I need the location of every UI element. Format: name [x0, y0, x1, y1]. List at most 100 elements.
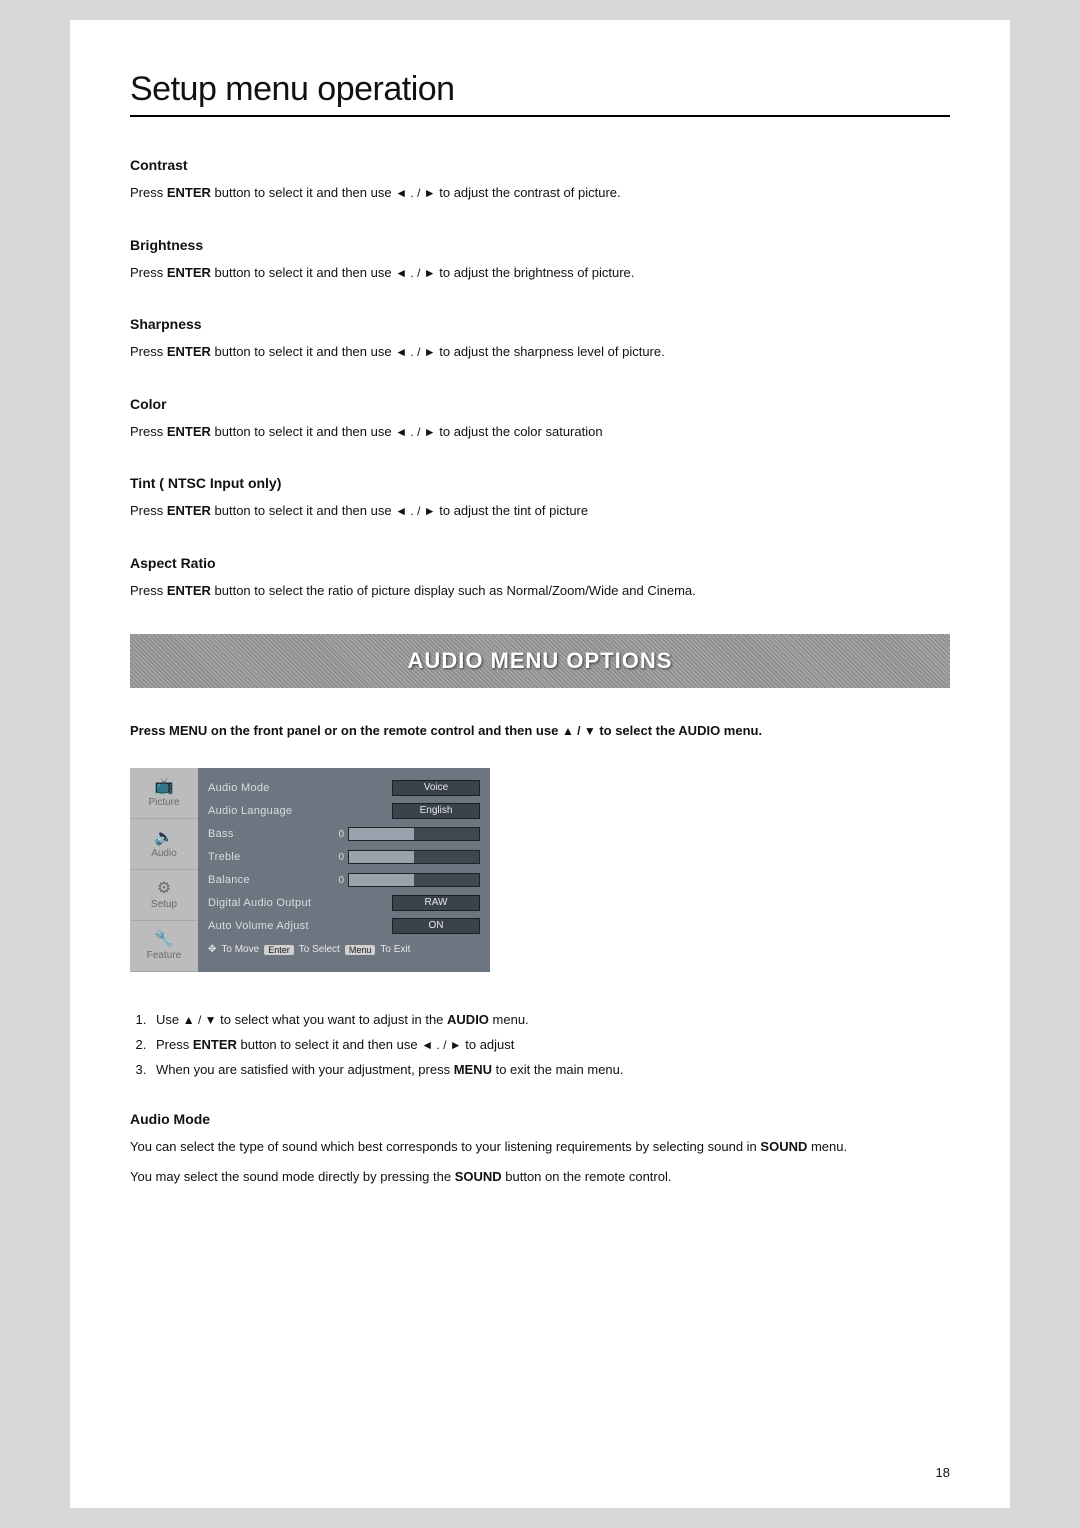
osd-row-balance: Balance 0	[208, 870, 480, 890]
osd-tab-feature: 🔧Feature	[130, 921, 198, 972]
text: to select the AUDIO menu.	[596, 723, 762, 738]
osd-slider	[348, 827, 480, 841]
heading-color: Color	[130, 396, 950, 412]
speaker-icon: 🔊	[154, 830, 174, 846]
osd-num: 0	[328, 829, 344, 840]
osd-slider	[348, 873, 480, 887]
osd-tab-setup: ⚙Setup	[130, 870, 198, 921]
osd-row-treble: Treble 0	[208, 847, 480, 867]
text: Press	[156, 1037, 193, 1052]
osd-panel: Audio Mode Voice Audio Language English …	[198, 768, 490, 972]
text: button to select the ratio of picture di…	[211, 583, 696, 598]
body-brightness: Press ENTER button to select it and then…	[130, 263, 950, 283]
text: button to select it and then use	[237, 1037, 421, 1052]
text: to select what you want to adjust in the	[217, 1012, 448, 1027]
osd-row-bass: Bass 0	[208, 824, 480, 844]
banner-text: AUDIO MENU OPTIONS	[408, 648, 673, 674]
text: menu.	[807, 1139, 847, 1154]
osd-tab-picture: 📺 Picture	[130, 768, 198, 819]
nav-icon: ✥	[208, 944, 216, 955]
heading-audio-mode: Audio Mode	[130, 1111, 950, 1127]
bold: AUDIO	[447, 1012, 489, 1027]
text: Press	[130, 185, 167, 200]
osd-screenshot: 📺 Picture 🔊Audio ⚙Setup 🔧Feature Audio Mo…	[130, 768, 490, 972]
heading-sharpness: Sharpness	[130, 316, 950, 332]
osd-value: ON	[392, 918, 480, 934]
osd-row-audio-mode: Audio Mode Voice	[208, 778, 480, 798]
osd-label: Digital Audio Output	[208, 897, 348, 909]
bold: MENU	[454, 1062, 492, 1077]
osd-slider-fill	[349, 851, 414, 863]
body-tint: Press ENTER button to select it and then…	[130, 501, 950, 521]
lr-arrows: ◄ . / ►	[395, 266, 435, 280]
text: to exit the main menu.	[492, 1062, 624, 1077]
osd-row-audio-language: Audio Language English	[208, 801, 480, 821]
text: You can select the type of sound which b…	[130, 1139, 760, 1154]
osd-tab-audio: 🔊Audio	[130, 819, 198, 870]
heading-aspect: Aspect Ratio	[130, 555, 950, 571]
enter-chip: Enter	[264, 945, 294, 955]
osd-row-auto-volume: Auto Volume Adjust ON	[208, 916, 480, 936]
bold: SOUND	[455, 1169, 502, 1184]
text: Press	[130, 344, 167, 359]
lr-arrows: ◄ . / ►	[395, 425, 435, 439]
body-aspect: Press ENTER button to select the ratio o…	[130, 581, 950, 601]
menu-chip: Menu	[345, 945, 376, 955]
osd-slider-fill	[349, 874, 414, 886]
body-color: Press ENTER button to select it and then…	[130, 422, 950, 442]
osd-label: Treble	[208, 851, 328, 863]
text: to adjust the tint of picture	[436, 503, 588, 518]
enter-label: ENTER	[167, 185, 211, 200]
body-contrast: Press ENTER button to select it and then…	[130, 183, 950, 203]
text: menu.	[489, 1012, 529, 1027]
section-color: Color Press ENTER button to select it an…	[130, 396, 950, 442]
text: button on the remote control.	[502, 1169, 672, 1184]
osd-label: Audio Language	[208, 805, 348, 817]
text: Use	[156, 1012, 183, 1027]
page-title: Setup menu operation	[130, 70, 950, 109]
section-contrast: Contrast Press ENTER button to select it…	[130, 157, 950, 203]
section-aspect: Aspect Ratio Press ENTER button to selec…	[130, 555, 950, 601]
step-3: When you are satisfied with your adjustm…	[150, 1062, 950, 1077]
section-audio-mode: Audio Mode You can select the type of so…	[130, 1111, 950, 1186]
osd-value: RAW	[392, 895, 480, 911]
enter-label: ENTER	[167, 424, 211, 439]
osd-row-digital-audio: Digital Audio Output RAW	[208, 893, 480, 913]
text: to adjust	[462, 1037, 515, 1052]
heading-tint: Tint ( NTSC Input only)	[130, 475, 950, 491]
page-number: 18	[936, 1465, 950, 1480]
osd-footer: ✥ To Move Enter To Select Menu To Exit	[208, 944, 480, 955]
text: button to select it and then use	[211, 265, 395, 280]
osd-value: Voice	[392, 780, 480, 796]
osd-value: English	[392, 803, 480, 819]
tab-label: Picture	[148, 797, 179, 808]
section-tint: Tint ( NTSC Input only) Press ENTER butt…	[130, 475, 950, 521]
text: Press	[130, 265, 167, 280]
lr-arrows: ◄ . / ►	[395, 186, 435, 200]
osd-slider-fill	[349, 828, 414, 840]
section-sharpness: Sharpness Press ENTER button to select i…	[130, 316, 950, 362]
osd-label: Bass	[208, 828, 328, 840]
step-1: Use ▲ / ▼ to select what you want to adj…	[150, 1012, 950, 1027]
text: to adjust the sharpness level of picture…	[436, 344, 665, 359]
text: button to select it and then use	[211, 344, 395, 359]
osd-num: 0	[328, 852, 344, 863]
text: You may select the sound mode directly b…	[130, 1169, 455, 1184]
text: Press	[130, 503, 167, 518]
bold: SOUND	[760, 1139, 807, 1154]
tv-icon: 📺	[154, 779, 174, 795]
text: When you are satisfied with your adjustm…	[156, 1062, 454, 1077]
audio-menu-banner: AUDIO MENU OPTIONS	[130, 634, 950, 688]
heading-contrast: Contrast	[130, 157, 950, 173]
section-brightness: Brightness Press ENTER button to select …	[130, 237, 950, 283]
text: Press	[130, 424, 167, 439]
enter-label: ENTER	[167, 265, 211, 280]
tab-label: Setup	[151, 899, 177, 910]
title-rule	[130, 115, 950, 117]
wrench-icon: 🔧	[154, 932, 174, 948]
body-audio-mode: You can select the type of sound which b…	[130, 1137, 950, 1186]
heading-brightness: Brightness	[130, 237, 950, 253]
lr-arrows: ◄ . / ►	[421, 1038, 461, 1052]
osd-slider	[348, 850, 480, 864]
footer-text: To Move	[221, 944, 259, 955]
